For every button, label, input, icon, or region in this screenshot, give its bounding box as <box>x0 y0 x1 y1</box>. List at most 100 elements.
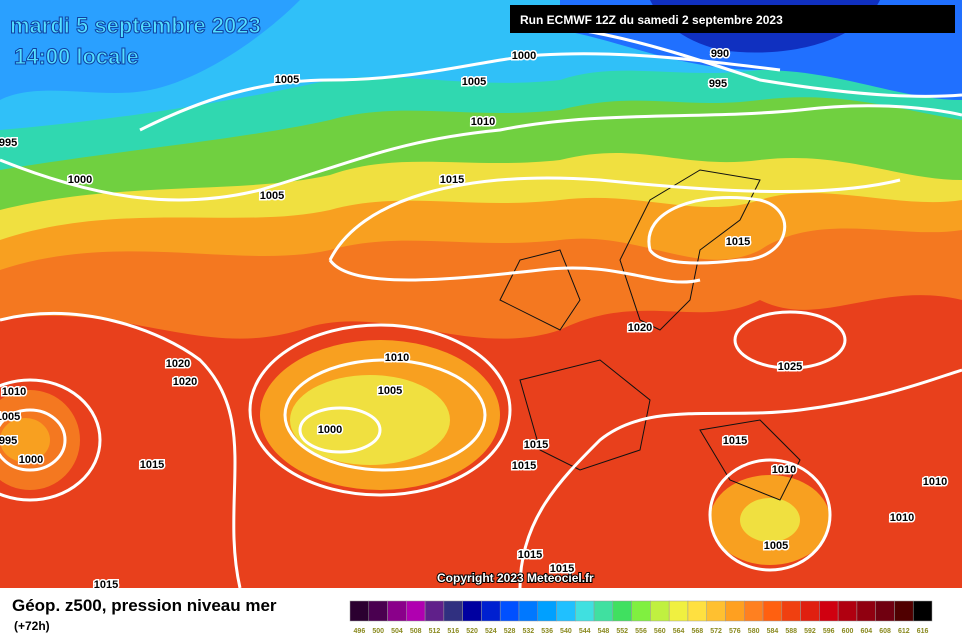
isobar <box>328 176 901 261</box>
scale-swatch <box>781 600 801 622</box>
scale-swatch <box>499 600 520 622</box>
scale-swatch <box>668 600 689 622</box>
scale-swatch <box>593 600 614 622</box>
scale-label: 528 <box>504 628 516 635</box>
isobar-label: 990 <box>711 48 729 60</box>
scale-swatch <box>744 600 764 622</box>
scale-label: 612 <box>898 628 910 635</box>
scale-label: 560 <box>654 628 666 635</box>
scale-label: 496 <box>354 628 366 635</box>
scale-swatch <box>912 600 933 622</box>
isobar <box>708 458 832 572</box>
isobar-label: 1000 <box>19 454 43 466</box>
scale-label: 608 <box>879 628 891 635</box>
scale-swatch <box>518 600 538 622</box>
isobar <box>518 368 962 589</box>
isobar-label: 1010 <box>2 386 26 398</box>
scale-label: 520 <box>466 628 478 635</box>
scale-swatch <box>894 600 914 622</box>
scale-swatch <box>819 600 839 622</box>
isobar <box>0 312 242 589</box>
scale-label: 576 <box>729 628 741 635</box>
scale-swatch <box>631 600 651 622</box>
legend-title: Géop. z500, pression niveau mer <box>12 596 277 615</box>
isobar-label: 1010 <box>890 512 914 524</box>
isobar <box>0 378 102 502</box>
isobar-label: 1005 <box>0 411 20 423</box>
isobar <box>298 406 382 454</box>
isobar-label: 1005 <box>462 76 486 88</box>
scale-label: 564 <box>673 628 685 635</box>
scale-swatch <box>687 600 707 622</box>
run-box <box>510 5 955 33</box>
scale-swatch <box>556 600 576 622</box>
scale-label: 504 <box>391 628 403 635</box>
scale-swatch <box>481 600 501 622</box>
run-text: Run ECMWF 12Z du samedi 2 septembre 2023 <box>520 13 783 27</box>
isobar-label: 1020 <box>173 376 197 388</box>
scale-swatch <box>575 600 595 622</box>
scale-swatch <box>368 600 388 622</box>
scale-label: 600 <box>842 628 854 635</box>
scale-swatch <box>875 600 895 622</box>
isobar-label: 995 <box>709 78 727 90</box>
isobar-label: 1015 <box>512 460 536 472</box>
scale-label: 540 <box>560 628 572 635</box>
scale-label: 588 <box>785 628 797 635</box>
scale-swatch <box>349 600 370 622</box>
isobar <box>579 28 962 98</box>
isobar-label: 1020 <box>166 358 190 370</box>
isobar-label: 1005 <box>378 385 402 397</box>
isobar-label: 1015 <box>440 174 464 186</box>
scale-label: 548 <box>598 628 610 635</box>
scale-label: 604 <box>860 628 872 635</box>
scale-label: 536 <box>541 628 553 635</box>
isobar-label: 1025 <box>778 361 802 373</box>
scale-label: 500 <box>372 628 384 635</box>
copyright: Copyright 2023 Meteociel.fr <box>437 571 594 585</box>
scale-swatch <box>762 600 783 622</box>
scale-label: 552 <box>616 628 628 635</box>
isobar-label: 1005 <box>764 540 788 552</box>
isobar-label: 1010 <box>385 352 409 364</box>
isobar-label: 1010 <box>471 116 495 128</box>
scale-swatch <box>387 600 407 622</box>
scale-label: 524 <box>485 628 497 635</box>
scale-label: 532 <box>523 628 535 635</box>
scale-label: 584 <box>767 628 779 635</box>
scale-swatch <box>612 600 632 622</box>
scale-swatch <box>856 600 876 622</box>
scale-swatch <box>706 600 726 622</box>
isobar-label: 1015 <box>94 579 118 591</box>
isobar-label: 1015 <box>524 439 548 451</box>
isobar <box>733 310 847 370</box>
scale-label: 556 <box>635 628 647 635</box>
scale-swatch <box>537 600 557 622</box>
scale-swatch <box>800 600 820 622</box>
isobar-label: 1000 <box>68 174 92 186</box>
scale-swatch <box>837 600 858 622</box>
scale-label: 544 <box>579 628 591 635</box>
isobar-label: 1010 <box>772 464 796 476</box>
scale-swatch <box>443 600 463 622</box>
scale-swatch <box>725 600 745 622</box>
scale-label: 580 <box>748 628 760 635</box>
time-title: 14:00 locale <box>14 44 139 69</box>
scale-swatch <box>650 600 670 622</box>
isobar-label: 1015 <box>140 459 164 471</box>
legend-lead: (+72h) <box>14 619 50 633</box>
scale-label: 568 <box>691 628 703 635</box>
scale-swatch <box>406 600 426 622</box>
isobar-label: 1015 <box>726 236 750 248</box>
blob <box>0 418 50 462</box>
isobar-label: 1005 <box>260 190 284 202</box>
isobar-label: 1020 <box>628 322 652 334</box>
isobar-label: 995 <box>0 137 17 149</box>
date-title: mardi 5 septembre 2023 <box>10 13 261 38</box>
isobar-label: 1000 <box>512 50 536 62</box>
scale-label: 616 <box>917 628 929 635</box>
isobar <box>0 408 67 472</box>
isobar-label: 1005 <box>275 74 299 86</box>
